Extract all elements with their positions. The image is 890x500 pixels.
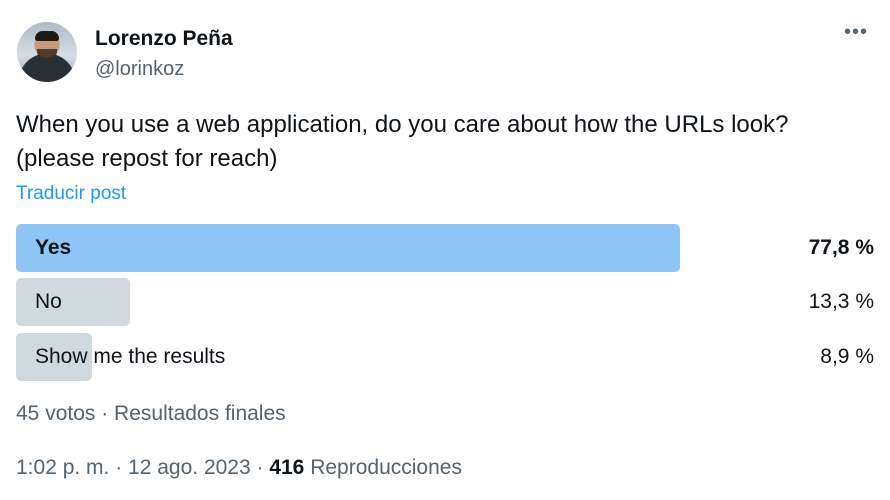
post-text: When you use a web application, do you c…	[16, 108, 876, 176]
more-horizontal-icon[interactable]: •••	[843, 21, 868, 43]
views-count: 416	[269, 456, 305, 479]
poll-option-no: No 13,3 %	[16, 278, 874, 326]
author-handle[interactable]: @lorinkoz	[95, 58, 185, 80]
poll-bar	[16, 333, 92, 381]
poll-option-percent: 13,3 %	[808, 290, 874, 313]
poll-bar	[16, 224, 680, 272]
translate-post-link[interactable]: Traducir post	[16, 183, 127, 204]
poll-summary: 45 votos · Resultados finales	[16, 402, 286, 425]
author-name[interactable]: Lorenzo Peña	[95, 27, 233, 50]
avatar-hair	[35, 31, 59, 41]
poll-option-show-results: Show me the results 8,9 %	[16, 333, 874, 381]
poll-option-yes: Yes 77,8 %	[16, 224, 874, 272]
post-text-line-1: When you use a web application, do you c…	[16, 111, 789, 138]
poll-option-label: Yes	[35, 236, 72, 259]
poll-option-label: Show me the results	[35, 345, 226, 368]
poll-bar	[16, 278, 130, 326]
poll-option-label: No	[35, 290, 62, 313]
post-footer: 1:02 p. m. · 12 ago. 2023 · 416 Reproduc…	[16, 456, 462, 480]
post-text-line-2: (please repost for reach)	[16, 145, 278, 172]
views-label: Reproducciones	[304, 456, 462, 479]
poll-option-percent: 77,8 %	[808, 236, 874, 259]
avatar-beard	[37, 49, 57, 61]
avatar[interactable]	[17, 22, 77, 82]
post-timestamp[interactable]: 1:02 p. m. · 12 ago. 2023 ·	[16, 456, 270, 479]
poll-option-percent: 8,9 %	[820, 345, 874, 368]
